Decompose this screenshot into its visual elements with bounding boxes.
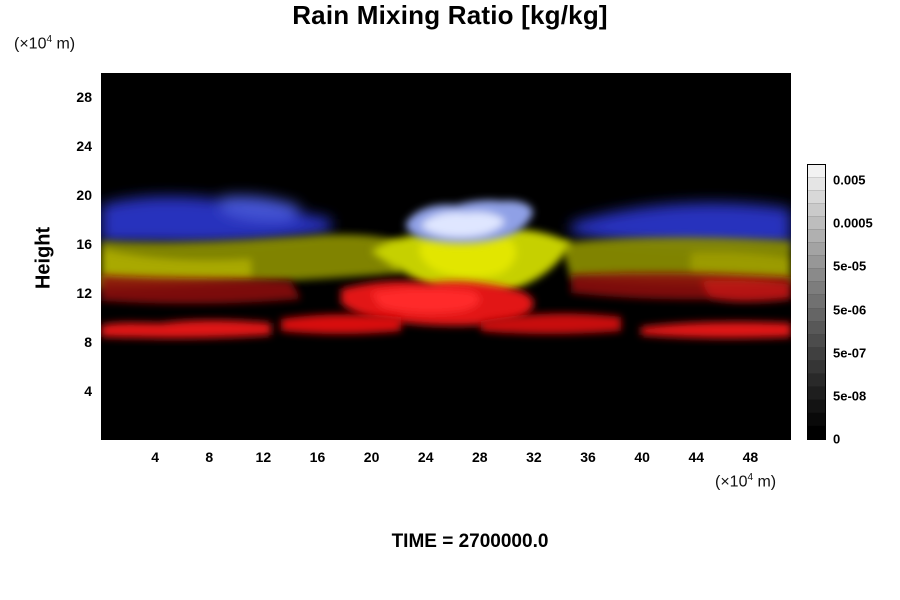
x-unit-suffix: m) [753,473,777,491]
y-unit-prefix: (×10 [14,35,47,53]
colorbar-step [808,412,825,426]
x-tick-label: 24 [417,449,434,465]
y-tick-label: 12 [76,285,92,302]
colorbar-step [808,269,825,283]
colorbar-step [808,256,825,270]
y-axis-unit: (×104 m) [14,34,75,53]
colorbar-step [808,282,825,296]
colorbar-step [808,217,825,231]
x-tick-label: 44 [688,449,705,465]
red-band-lower [101,313,791,339]
blue-band [101,195,791,247]
colorbar-label: 0.0005 [833,215,873,231]
colorbar-step [808,243,825,257]
red-band-upper [101,272,791,304]
x-tick-label: 20 [363,449,380,465]
colorbar-step [808,308,825,322]
x-tick-label: 28 [472,449,488,465]
red-plume [341,281,534,326]
colorbar-label: 5e-08 [833,388,867,404]
plot-area [101,73,791,440]
y-tick-label: 20 [76,187,92,204]
y-unit-exponent: 4 [46,34,53,45]
x-tick-label: 36 [580,449,596,465]
colorbar-step [808,230,825,244]
white-cap [405,200,533,244]
y-tick-label: 4 [84,383,92,400]
x-tick-label: 12 [255,449,272,465]
x-tick-label: 40 [634,449,650,465]
colorbar-step [808,373,825,387]
x-unit-prefix: (×10 [715,473,748,491]
colorbar-step [808,178,825,192]
x-axis-unit: (×104 m) [715,472,776,491]
colorbar-label: 0.005 [833,172,866,188]
y-tick-label: 28 [76,89,92,106]
colorbar-step [808,360,825,374]
colorbar-step [808,204,825,218]
colorbar-step [808,399,825,413]
y-tick-label: 16 [76,236,92,253]
colorbar-step [808,165,825,179]
yellow-band [101,234,791,289]
colorbar-label: 0 [833,431,841,447]
y-tick-label: 8 [84,334,92,351]
x-tick-label: 4 [151,449,160,465]
y-tick-label: 24 [76,138,92,155]
y-axis-label: Height [32,226,55,290]
colorbar-step [808,386,825,400]
x-tick-label: 48 [742,449,759,465]
colorbar-label: 5e-07 [833,345,867,361]
colorbar-step [808,191,825,205]
colorbar [807,164,826,440]
x-unit-exponent: 4 [747,472,754,483]
colorbar-label: 5e-05 [833,258,867,274]
x-tick-label: 8 [205,449,214,465]
colorbar-step [808,334,825,348]
y-unit-suffix: m) [52,35,76,53]
chart-title: Rain Mixing Ratio [kg/kg] [292,0,608,30]
colorbar-step [808,425,825,439]
colorbar-step [808,295,825,309]
colorbar-step [808,321,825,335]
heatmap-field [101,73,791,440]
yellow-plume [371,229,571,295]
x-tick-label: 16 [309,449,326,465]
time-label: TIME = 2700000.0 [391,531,549,552]
colorbar-step [808,347,825,361]
x-tick-label: 32 [526,449,542,465]
colorbar-label: 5e-06 [833,302,867,317]
